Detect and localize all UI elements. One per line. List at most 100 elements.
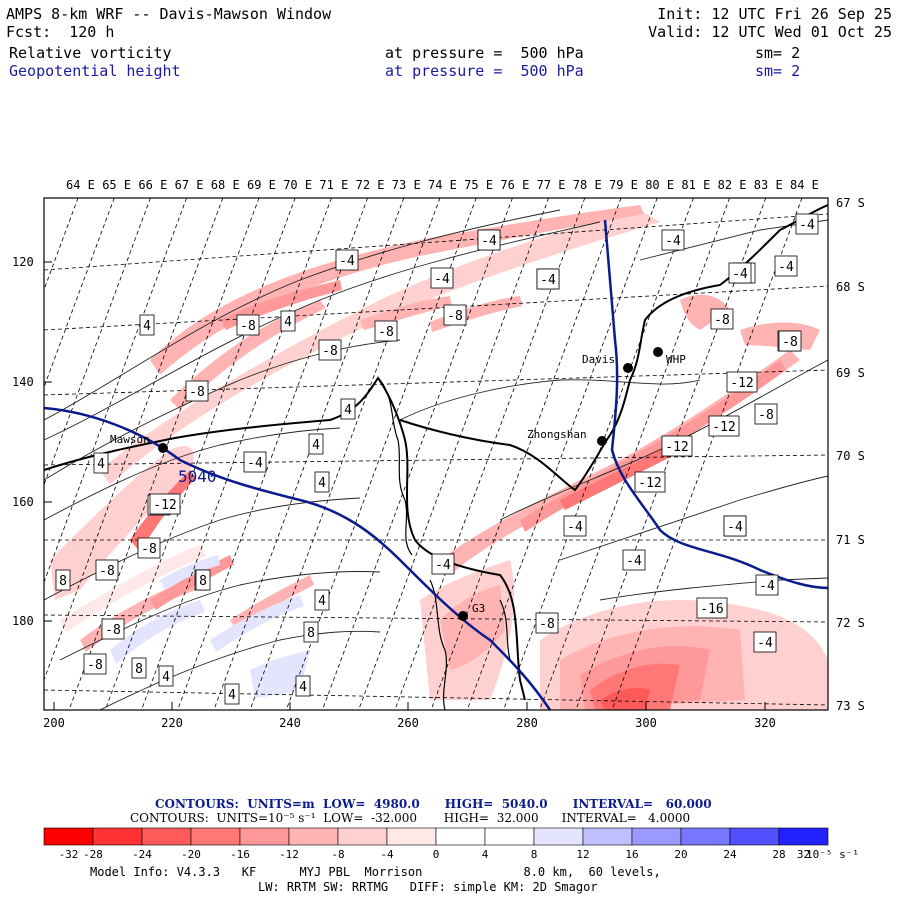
field2-name: Geopotential height	[9, 62, 181, 80]
init-time: Init: 12 UTC Fri 26 Sep 25	[657, 5, 892, 23]
svg-text:8: 8	[307, 626, 315, 641]
svg-text:-8: -8	[105, 623, 121, 638]
lon-label: 72 E	[356, 178, 385, 192]
svg-text:8: 8	[135, 662, 143, 677]
field1-name: Relative vorticity	[9, 44, 172, 62]
svg-text:-8: -8	[141, 542, 157, 557]
svg-text:4: 4	[318, 476, 326, 491]
valid-time: Valid: 12 UTC Wed 01 Oct 25	[648, 23, 892, 41]
svg-text:4: 4	[299, 680, 307, 695]
meridian-line	[539, 198, 730, 710]
vorticity-contour-label: 4	[93, 452, 109, 474]
height-contour-east	[603, 219, 828, 590]
svg-text:-8: -8	[447, 309, 463, 324]
vorticity-contour-label: -4	[774, 255, 798, 277]
vorticity-contour-label: -12	[149, 493, 181, 515]
svg-text:-4: -4	[481, 234, 497, 249]
station-label-whp: WHP	[666, 353, 686, 366]
svg-text:-8: -8	[378, 325, 394, 340]
vorticity-contour-label: -8	[137, 537, 161, 559]
lon-label: 81 E	[681, 178, 710, 192]
svg-text:-4: -4	[626, 554, 642, 569]
axis-labels: 64 E 65 E 66 E 67 E 68 E 69 E 70 E 71 E 72 E 73 E…	[12, 178, 865, 730]
svg-text:4: 4	[97, 457, 105, 472]
vorticity-contour-label: -16	[696, 597, 728, 619]
svg-text:-4: -4	[434, 272, 450, 287]
x-tick-label: 200	[43, 716, 65, 730]
svg-text:-4: -4	[799, 218, 815, 233]
station-marker-zhongshan	[597, 436, 607, 446]
lon-label: 68 E	[211, 178, 240, 192]
svg-text:4: 4	[318, 594, 326, 609]
field1-smooth: sm= 2	[755, 44, 801, 62]
meridian-line	[358, 198, 549, 710]
lon-label: 74 E	[428, 178, 457, 192]
y-tick-label: 120	[12, 255, 34, 269]
lat-label: 70 S	[836, 449, 865, 463]
svg-text:-8: -8	[782, 335, 798, 350]
lon-label: 67 E	[175, 178, 204, 192]
lon-label: 83 E	[754, 178, 783, 192]
lon-label: 80 E	[645, 178, 674, 192]
colorbar-swatch	[582, 827, 633, 846]
vorticity-contour-label: -12	[726, 371, 758, 393]
vorticity-contour-label: -4	[477, 229, 501, 251]
vorticity-contour-label: -4	[753, 631, 777, 653]
lon-label: 77 E	[537, 178, 566, 192]
lat-label: 73 S	[836, 699, 865, 713]
lon-label: 76 E	[500, 178, 529, 192]
height-contour-label: 5040	[178, 467, 217, 486]
lon-label: 82 E	[718, 178, 747, 192]
vorticity-contour-info: CONTOURS: UNITS=10⁻⁵ s⁻¹ LOW= -32.000 HI…	[130, 811, 691, 825]
x-tick-label: 320	[754, 716, 776, 730]
svg-text:4: 4	[284, 315, 292, 330]
colorbar-swatch	[533, 827, 584, 846]
vorticity-contour-label: 4	[139, 314, 155, 336]
colorbar-tick: 28	[772, 848, 785, 861]
y-tick-label: 140	[12, 375, 34, 389]
svg-text:-8: -8	[240, 319, 256, 334]
lon-label: 64 E	[66, 178, 95, 192]
svg-text:-8: -8	[322, 344, 338, 359]
meridian-line	[177, 198, 368, 710]
colorbar-swatch	[778, 827, 829, 846]
height-contour-info: CONTOURS: UNITS=m LOW= 4980.0 HIGH= 5040…	[155, 797, 712, 811]
svg-text:-8: -8	[87, 658, 103, 673]
colorbar-swatch	[631, 827, 682, 846]
vorticity-contour-label: -8	[535, 612, 559, 634]
y-tick-label: 180	[12, 614, 34, 628]
vorticity-contour-label: 8	[131, 657, 147, 679]
lon-label: 71 E	[319, 178, 348, 192]
vorticity-contour-label: -4	[622, 549, 646, 571]
meridian-line	[44, 198, 224, 681]
colorbar-tick: -16	[230, 848, 250, 861]
colorbar-unit: 10⁻⁵ s⁻¹	[806, 848, 859, 861]
svg-text:-4: -4	[567, 520, 583, 535]
field2-smooth: sm= 2	[755, 62, 801, 80]
meridian-line	[44, 198, 115, 389]
lat-label: 72 S	[836, 616, 865, 630]
vorticity-contour-label: -8	[778, 330, 802, 352]
vorticity-contour-label: -4	[431, 553, 455, 575]
vorticity-contour-label: -8	[318, 339, 342, 361]
vorticity-contour-label: 4	[314, 589, 330, 611]
meridian-line	[430, 198, 622, 710]
colorbar-tick: 20	[674, 848, 687, 861]
y-tick-label: 160	[12, 495, 34, 509]
svg-text:-4: -4	[339, 254, 355, 269]
svg-text:4: 4	[162, 670, 170, 685]
colorbar-swatch	[190, 827, 241, 846]
svg-text:-4: -4	[247, 456, 263, 471]
station-label-davis: Davis	[582, 353, 615, 366]
lon-label: 79 E	[609, 178, 638, 192]
vorticity-contour-label: -4	[723, 515, 747, 537]
lon-label: 65 E	[102, 178, 131, 192]
colorbar-swatch	[92, 827, 143, 846]
meridian-line	[44, 198, 79, 291]
station-marker-davis	[623, 363, 633, 373]
model-info-physics: LW: RRTM SW: RRTMG DIFF: simple KM: 2D S…	[258, 880, 598, 894]
vorticity-contour-label: -4	[728, 262, 752, 284]
vorticity-contour-label: 8	[55, 569, 71, 591]
vorticity-labels: -4 -4 -4 -4 -4 -4 -4 -4 -4 -4 -4 -4 -4 -8 -8 -8 -8 -8 -8 -8…	[55, 213, 819, 705]
